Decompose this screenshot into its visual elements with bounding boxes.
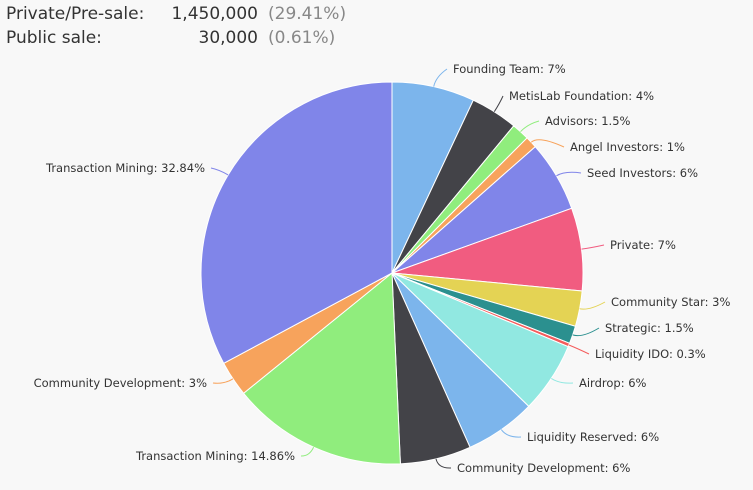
allocation-summary: Private/Pre-sale: 1,450,000 (29.41%) Pub… xyxy=(6,2,366,50)
summary-label: Private/Pre-sale: xyxy=(6,4,145,24)
label-connector xyxy=(210,167,229,176)
label-connector xyxy=(212,378,234,384)
pie-slice-label: Transaction Mining: 32.84% xyxy=(45,161,205,175)
pie-slice-label: Founding Team: 7% xyxy=(453,62,566,76)
summary-row-private: Private/Pre-sale: 1,450,000 (29.41%) xyxy=(6,2,366,26)
label-connector xyxy=(568,344,590,355)
label-connector xyxy=(435,458,452,469)
label-connector xyxy=(530,139,565,148)
pie-labels: Founding Team: 7% MetisLab Foundation: 4%… xyxy=(34,62,731,475)
label-connector xyxy=(500,429,522,438)
summary-percent: (29.41%) xyxy=(268,4,347,24)
summary-amount: 30,000 xyxy=(198,28,258,48)
pie-slices xyxy=(200,81,584,465)
pie-slice-label: Private: 7% xyxy=(610,238,676,252)
label-connector xyxy=(520,120,540,133)
label-connector xyxy=(572,327,600,337)
summary-amount: 1,450,000 xyxy=(171,4,258,24)
label-connectors xyxy=(210,68,606,469)
label-connector xyxy=(493,95,504,112)
summary-row-public: Public sale: 30,000 (0.61%) xyxy=(6,26,366,50)
pie-slice[interactable] xyxy=(200,81,393,365)
pie-slice-label: Strategic: 1.5% xyxy=(605,321,694,335)
label-connector xyxy=(556,171,582,177)
pie-slice-label: Community Development: 6% xyxy=(457,461,630,475)
pie-slice-label: Community Development: 3% xyxy=(34,376,207,390)
pie-slice-label: Community Star: 3% xyxy=(611,295,730,309)
label-connector xyxy=(581,244,605,250)
label-connector xyxy=(300,446,315,457)
pie-slice-label: Liquidity IDO: 0.3% xyxy=(595,347,706,361)
pie-slice-label: Seed Investors: 6% xyxy=(587,166,698,180)
label-connector xyxy=(551,377,574,384)
summary-percent: (0.61%) xyxy=(268,28,336,48)
pie-slice-label: Angel Investors: 1% xyxy=(570,140,685,154)
pie-slice-label: Advisors: 1.5% xyxy=(545,114,631,128)
summary-label: Public sale: xyxy=(6,28,102,48)
label-connector xyxy=(433,68,448,87)
pie-slice-label: Airdrop: 6% xyxy=(579,376,647,390)
pie-slice-label: Transaction Mining: 14.86% xyxy=(135,449,295,463)
pie-slice[interactable] xyxy=(242,271,401,465)
label-connector xyxy=(579,301,606,310)
pie-slice-label: Liquidity Reserved: 6% xyxy=(527,430,659,444)
pie-slice-label: MetisLab Foundation: 4% xyxy=(509,89,654,103)
